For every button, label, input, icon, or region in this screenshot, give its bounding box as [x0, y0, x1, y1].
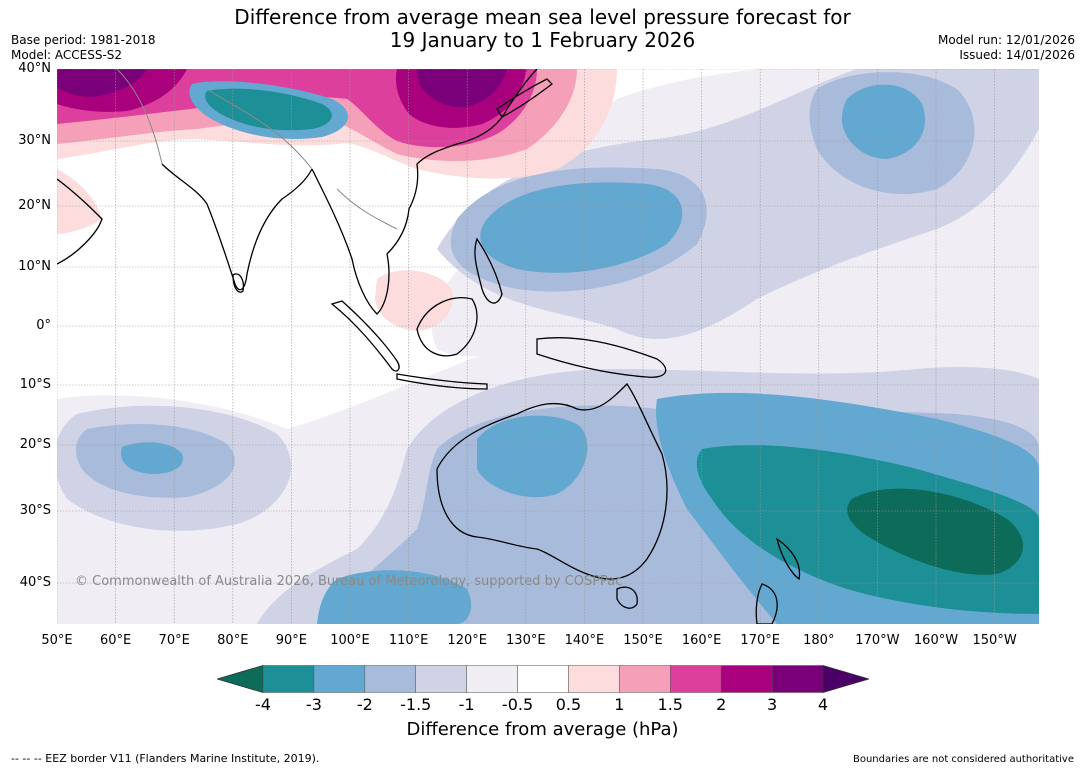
- coastline-australia: [436, 382, 668, 580]
- coastline-philippines: [474, 237, 503, 304]
- longitude-label: 160°W: [913, 633, 959, 648]
- anomaly-band-minus-2-indian: [121, 442, 183, 474]
- colorbar-segment: [619, 665, 671, 693]
- anomaly-band-minus-2-southern: [317, 570, 472, 624]
- longitude-label: 180°: [803, 633, 835, 648]
- map-title-line2: 19 January to 1 February 2026: [389, 28, 696, 52]
- base-period: Base period: 1981-2018: [11, 33, 156, 47]
- latitude-label: 20°N: [18, 198, 51, 213]
- longitude-label: 70°E: [158, 633, 190, 648]
- colorbar-tick-label: -4: [255, 695, 271, 714]
- anomaly-band-minus-2-philippine: [480, 182, 683, 273]
- colorbar-extend-high: [822, 665, 869, 693]
- coastlines: [57, 69, 801, 624]
- longitude-label: 130°E: [506, 633, 546, 648]
- border-indochina: [336, 188, 398, 230]
- colorbar-tick-label: -0.5: [501, 695, 534, 714]
- issued-date: Issued: 14/01/2026: [959, 48, 1075, 62]
- longitude-label: 120°E: [447, 633, 487, 648]
- coastline-sumatra: [330, 300, 400, 372]
- negative-anomaly-regions: [57, 69, 1039, 624]
- anomaly-band-minus-4-tasman: [847, 488, 1024, 575]
- coastline-arabia: [57, 178, 103, 265]
- boundaries-disclaimer: Boundaries are not considered authoritat…: [852, 754, 1074, 765]
- colorbar-tick-label: 1: [614, 695, 625, 714]
- latitude-label: 10°N: [18, 259, 51, 274]
- colorbar-tick-label: -1.5: [400, 695, 432, 714]
- border-iran-pakistan: [116, 69, 163, 165]
- colorbar-segment: [364, 665, 416, 693]
- anomaly-band-minus-2-npacific: [842, 84, 926, 159]
- longitude-label: 170°W: [855, 633, 900, 648]
- coastline-new-zealand: [755, 537, 801, 624]
- longitude-label: 160°E: [681, 633, 722, 648]
- latitude-label: 20°S: [19, 437, 51, 452]
- map-gridlines: [57, 69, 1039, 624]
- longitude-label: 80°E: [217, 633, 249, 648]
- colorbar-tick-label: 2: [716, 695, 727, 714]
- colorbar-extend-low: [217, 665, 264, 693]
- coastline-se-asia: [311, 69, 538, 315]
- anomaly-pocket-minus-3-tibet: [205, 88, 332, 131]
- colorbar-tick-label: -3: [305, 695, 322, 714]
- colorbar-segment: [313, 665, 366, 693]
- colorbar-tick-label: -1: [458, 695, 475, 714]
- map-title-line1: Difference from average mean sea level p…: [234, 5, 851, 29]
- coastline-sri-lanka: [232, 273, 245, 293]
- coastline-new-guinea: [536, 337, 667, 378]
- colorbar-segment: [466, 665, 518, 693]
- colorbar-segment: [262, 665, 315, 693]
- colorbar-segment: [415, 665, 467, 693]
- pressure-anomaly-map: © Commonwealth of Australia 2026, Bureau…: [57, 69, 1039, 624]
- country-borders: [116, 69, 398, 230]
- colorbar-tick-label: 0.5: [555, 695, 582, 714]
- colorbar: [217, 665, 869, 693]
- coastline-tasmania: [616, 586, 638, 609]
- colorbar-tick-label: -2: [356, 695, 373, 714]
- copyright-credit: © Commonwealth of Australia 2026, Bureau…: [75, 574, 623, 589]
- model-run: Model run: 12/01/2026: [937, 33, 1075, 47]
- colorbar-tick-label: 1.5: [657, 695, 683, 714]
- positive-anomaly-regions: [57, 69, 617, 331]
- coastline-japan: [496, 78, 553, 118]
- colorbar-tick-label: 3: [766, 695, 778, 714]
- colorbar-segment: [771, 665, 824, 693]
- model-name: Model: ACCESS-S2: [11, 48, 123, 62]
- latitude-label: 30°N: [18, 133, 51, 148]
- longitude-label: 150°E: [623, 633, 663, 648]
- longitude-label: 50°E: [41, 633, 73, 648]
- colorbar-title: Difference from average (hPa): [406, 719, 679, 740]
- coastline-borneo: [416, 297, 478, 357]
- longitude-label: 170°E: [740, 633, 780, 648]
- coastline-india: [161, 163, 313, 291]
- anomaly-band-minus-2-australia: [477, 415, 588, 498]
- colorbar-tick-label: 4: [817, 695, 829, 714]
- border-himalaya: [206, 88, 313, 170]
- anomaly-band-plus-3-iran: [57, 69, 147, 97]
- anomaly-band-plus-3-china: [417, 69, 507, 108]
- anomaly-band-plus-0.5-arabia: [57, 169, 102, 234]
- map-canvas: [57, 69, 1039, 624]
- latitude-label: 40°S: [19, 575, 51, 590]
- latitude-label: 30°S: [19, 503, 51, 518]
- latitude-label: 10°S: [19, 377, 51, 392]
- colorbar-segment: [568, 665, 620, 693]
- colorbar-segment: [720, 665, 773, 693]
- longitude-label: 110°E: [388, 633, 429, 648]
- latitude-label: 40°N: [18, 61, 51, 76]
- longitude-label: 150°W: [972, 633, 1017, 648]
- longitude-label: 100°E: [330, 633, 370, 648]
- colorbar-segment: [517, 665, 569, 693]
- longitude-label: 140°E: [564, 633, 605, 648]
- anomaly-band-plus-0.5-borneo: [375, 270, 453, 331]
- latitude-label: 0°: [36, 318, 51, 333]
- colorbar-segment: [670, 665, 722, 693]
- longitude-label: 90°E: [275, 633, 308, 648]
- coastline-java: [396, 373, 488, 390]
- longitude-label: 60°E: [99, 633, 132, 648]
- eez-border-note: -- -- -- EEZ border V11 (Flanders Marine…: [11, 752, 320, 765]
